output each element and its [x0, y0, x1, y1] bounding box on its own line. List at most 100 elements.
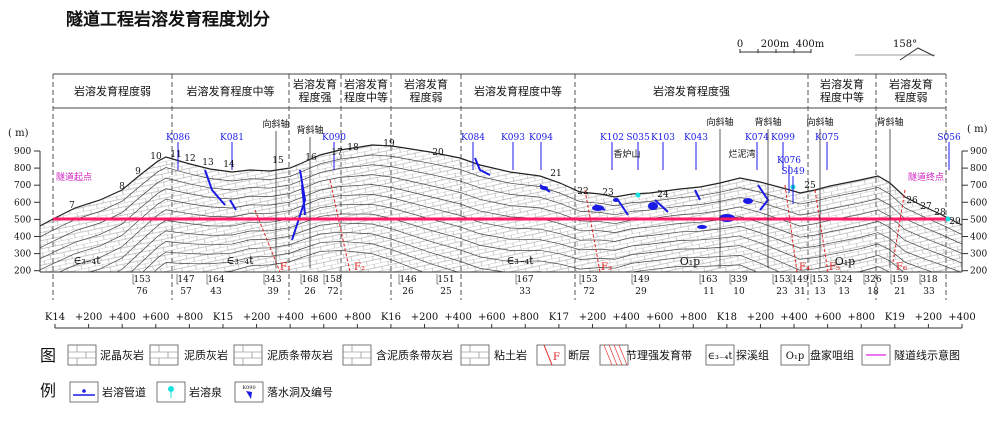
tick-label-left: 400 [14, 233, 31, 243]
chainage-label: +400 [444, 312, 471, 323]
strike-value: 159 [891, 275, 908, 285]
strike-value: 326 [864, 275, 881, 285]
attitude-bracket [863, 274, 866, 285]
attitude-bracket [132, 274, 135, 285]
karst-cave [648, 202, 658, 210]
tick-label-left: 500 [14, 215, 31, 225]
sinkhole-id: K043 [684, 133, 708, 143]
karst-conduit [204, 169, 226, 206]
sinkhole-id: K074 [745, 133, 769, 143]
tick-label-left: 300 [14, 250, 31, 260]
chainage-label: +600 [310, 312, 337, 323]
legend: 图例 泥晶灰岩 泥质灰岩 泥质条带灰岩 含泥质条带灰岩 粘土岩 F 断层 节理强发育带 ∈₃₋₄t… [40, 344, 960, 403]
chainage-label: +200 [915, 312, 942, 323]
zone-label: 岩溶发育 [889, 77, 933, 91]
dip-value: 33 [519, 287, 531, 297]
elevation-axes: ( m) ( m) 900 900 800 800 700 700 600 600 500 500 40… [8, 124, 988, 277]
fault-line [892, 189, 906, 263]
stratum-boundary [40, 203, 962, 272]
fault-label: F₃ [601, 262, 612, 273]
tick-label-right: 200 [970, 267, 987, 277]
section-point-number: 23 [602, 188, 614, 198]
tick-label-left: 900 [14, 147, 31, 157]
chainage-label: K15 [213, 312, 233, 323]
chainage-label: +600 [142, 312, 169, 323]
scale-label: 200m [761, 39, 790, 50]
fold-axis-label: 向斜轴 [706, 116, 733, 128]
karst-conduit [474, 157, 491, 176]
section-point-number: 19 [383, 139, 395, 149]
legend-label: 断层 [568, 348, 590, 362]
sinkhole-id: S049 [781, 167, 805, 177]
orientation-label: 158° [893, 39, 917, 50]
sinkhole-id: K099 [771, 133, 795, 143]
dip-value: 25 [440, 287, 452, 297]
fault-label: F₄ [799, 262, 810, 273]
tick-label-left: 700 [14, 181, 31, 191]
dip-value: 76 [136, 287, 148, 297]
fault-line [584, 189, 601, 273]
section-point-number: 8 [119, 182, 125, 192]
zone-label: 岩溶发育程度弱 [74, 84, 151, 98]
tunnel-end-label: 隧道终点 [908, 171, 944, 183]
section-point-number: 28 [934, 208, 946, 218]
legend-swatch [233, 344, 263, 366]
stratum-boundary [40, 184, 962, 271]
dip-value: 21 [894, 287, 905, 297]
chainage-label: +400 [108, 312, 135, 323]
fold-axis-label: 背斜轴 [876, 116, 903, 128]
fault-label: F₆ [896, 262, 907, 273]
attitude-bracket [398, 274, 401, 285]
chainage-label: +800 [680, 312, 707, 323]
legend-heading: 图 [40, 346, 56, 365]
section-point-number: 18 [347, 143, 359, 153]
zone-label: 程度强 [299, 90, 332, 104]
sinkhole-id: K086 [166, 133, 190, 143]
attitude-bracket [515, 274, 518, 285]
section-point-number: 13 [202, 158, 214, 168]
chainage-label: +400 [780, 312, 807, 323]
zone-label: 岩溶发育 [344, 77, 388, 91]
sinkhole-id: K084 [461, 133, 485, 143]
stratum-boundary [40, 213, 962, 272]
strike-value: 318 [920, 275, 937, 285]
sinkhole-id: K103 [651, 133, 675, 143]
chainage-label: +800 [176, 312, 203, 323]
legend-swatch [342, 344, 372, 366]
legend-swatch [780, 344, 810, 366]
rock-pattern [343, 345, 371, 365]
section-point-number: 25 [804, 181, 816, 191]
legend-label: 泥质灰岩 [184, 348, 228, 362]
tick-label-right: 500 [970, 215, 987, 225]
fold-axis-label: 向斜轴 [806, 116, 833, 128]
chainage-label: K18 [717, 312, 737, 323]
karst-conduit [301, 184, 306, 216]
legend-swatch [705, 344, 735, 366]
legend-swatch [460, 344, 490, 366]
dip-value: 23 [776, 287, 788, 297]
section-point-number: 29 [949, 217, 961, 227]
orientation-arrow [899, 47, 935, 61]
section-point-number: 9 [135, 167, 141, 177]
sinkhole-id: K076 [777, 156, 801, 166]
stratum-boundary [40, 240, 962, 272]
legend-swatch [536, 344, 566, 366]
dip-value: 39 [267, 287, 279, 297]
zone-label: 程度中等 [820, 90, 864, 104]
fault-line [814, 189, 829, 273]
dip-value: 11 [703, 287, 714, 297]
chainage-label: +200 [579, 312, 606, 323]
legend-label: 岩溶管道 [102, 385, 146, 399]
section-point-number: 20 [432, 148, 444, 158]
chainage-label: +200 [75, 312, 102, 323]
stratum-boundary [40, 231, 962, 272]
attitude-bracket [699, 274, 702, 285]
strata-lines [40, 154, 962, 272]
legend-swatch [149, 344, 179, 366]
chainage-label: +200 [747, 312, 774, 323]
zone-label: 程度弱 [410, 90, 443, 104]
joint-icon [618, 344, 628, 366]
sinkhole-id: S056 [937, 133, 961, 143]
attitude-bracket [790, 274, 793, 285]
stratum-boundary [40, 164, 962, 249]
